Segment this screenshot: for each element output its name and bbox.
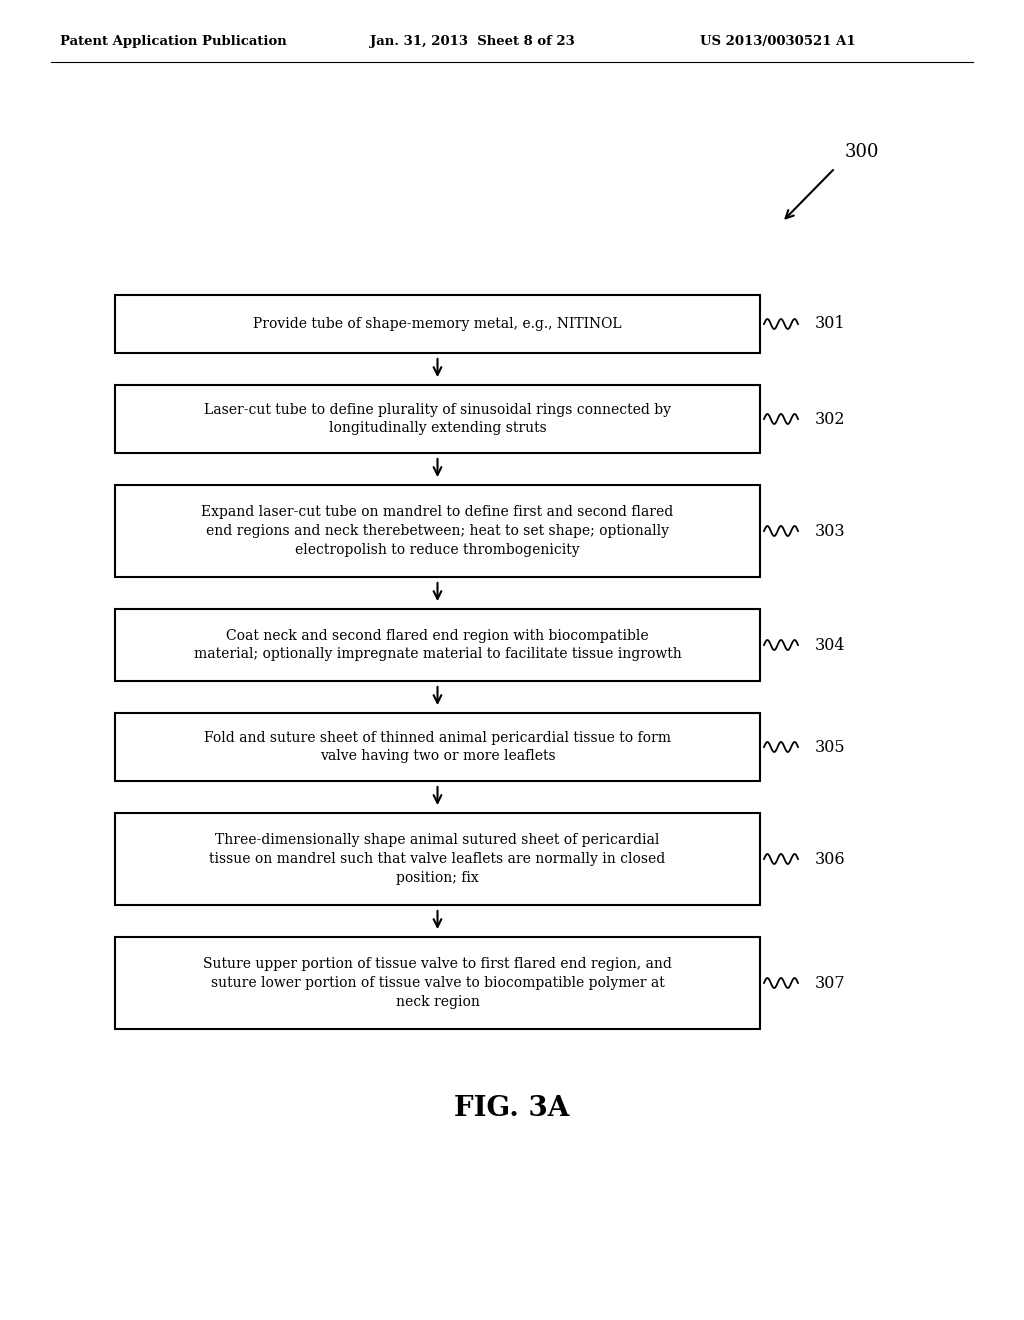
Bar [115, 609, 760, 681]
Text: Three-dimensionally shape animal sutured sheet of pericardial
tissue on mandrel : Three-dimensionally shape animal sutured… [209, 833, 666, 884]
Text: Suture upper portion of tissue valve to first flared end region, and
suture lowe: Suture upper portion of tissue valve to … [203, 957, 672, 1008]
Text: Expand laser-cut tube on mandrel to define first and second flared
end regions a: Expand laser-cut tube on mandrel to defi… [202, 506, 674, 557]
Bar [115, 813, 760, 906]
Text: 303: 303 [815, 523, 846, 540]
Text: 304: 304 [815, 636, 846, 653]
Text: Laser-cut tube to define plurality of sinusoidal rings connected by
longitudinal: Laser-cut tube to define plurality of si… [204, 403, 671, 436]
Bar [115, 713, 760, 781]
Text: Fold and suture sheet of thinned animal pericardial tissue to form
valve having : Fold and suture sheet of thinned animal … [204, 730, 671, 763]
Text: 300: 300 [845, 143, 880, 161]
Text: Coat neck and second flared end region with biocompatible
material; optionally i: Coat neck and second flared end region w… [194, 628, 681, 661]
Bar [115, 385, 760, 453]
Text: 307: 307 [815, 974, 846, 991]
Text: 302: 302 [815, 411, 846, 428]
Text: FIG. 3A: FIG. 3A [455, 1096, 569, 1122]
Text: Jan. 31, 2013  Sheet 8 of 23: Jan. 31, 2013 Sheet 8 of 23 [370, 36, 574, 49]
Bar [115, 937, 760, 1030]
Text: Provide tube of shape-memory metal, e.g., NITINOL: Provide tube of shape-memory metal, e.g.… [253, 317, 622, 331]
Bar [115, 484, 760, 577]
Text: 305: 305 [815, 738, 846, 755]
Text: 306: 306 [815, 850, 846, 867]
Text: US 2013/0030521 A1: US 2013/0030521 A1 [700, 36, 856, 49]
Bar [115, 294, 760, 352]
Text: 301: 301 [815, 315, 846, 333]
Text: Patent Application Publication: Patent Application Publication [60, 36, 287, 49]
